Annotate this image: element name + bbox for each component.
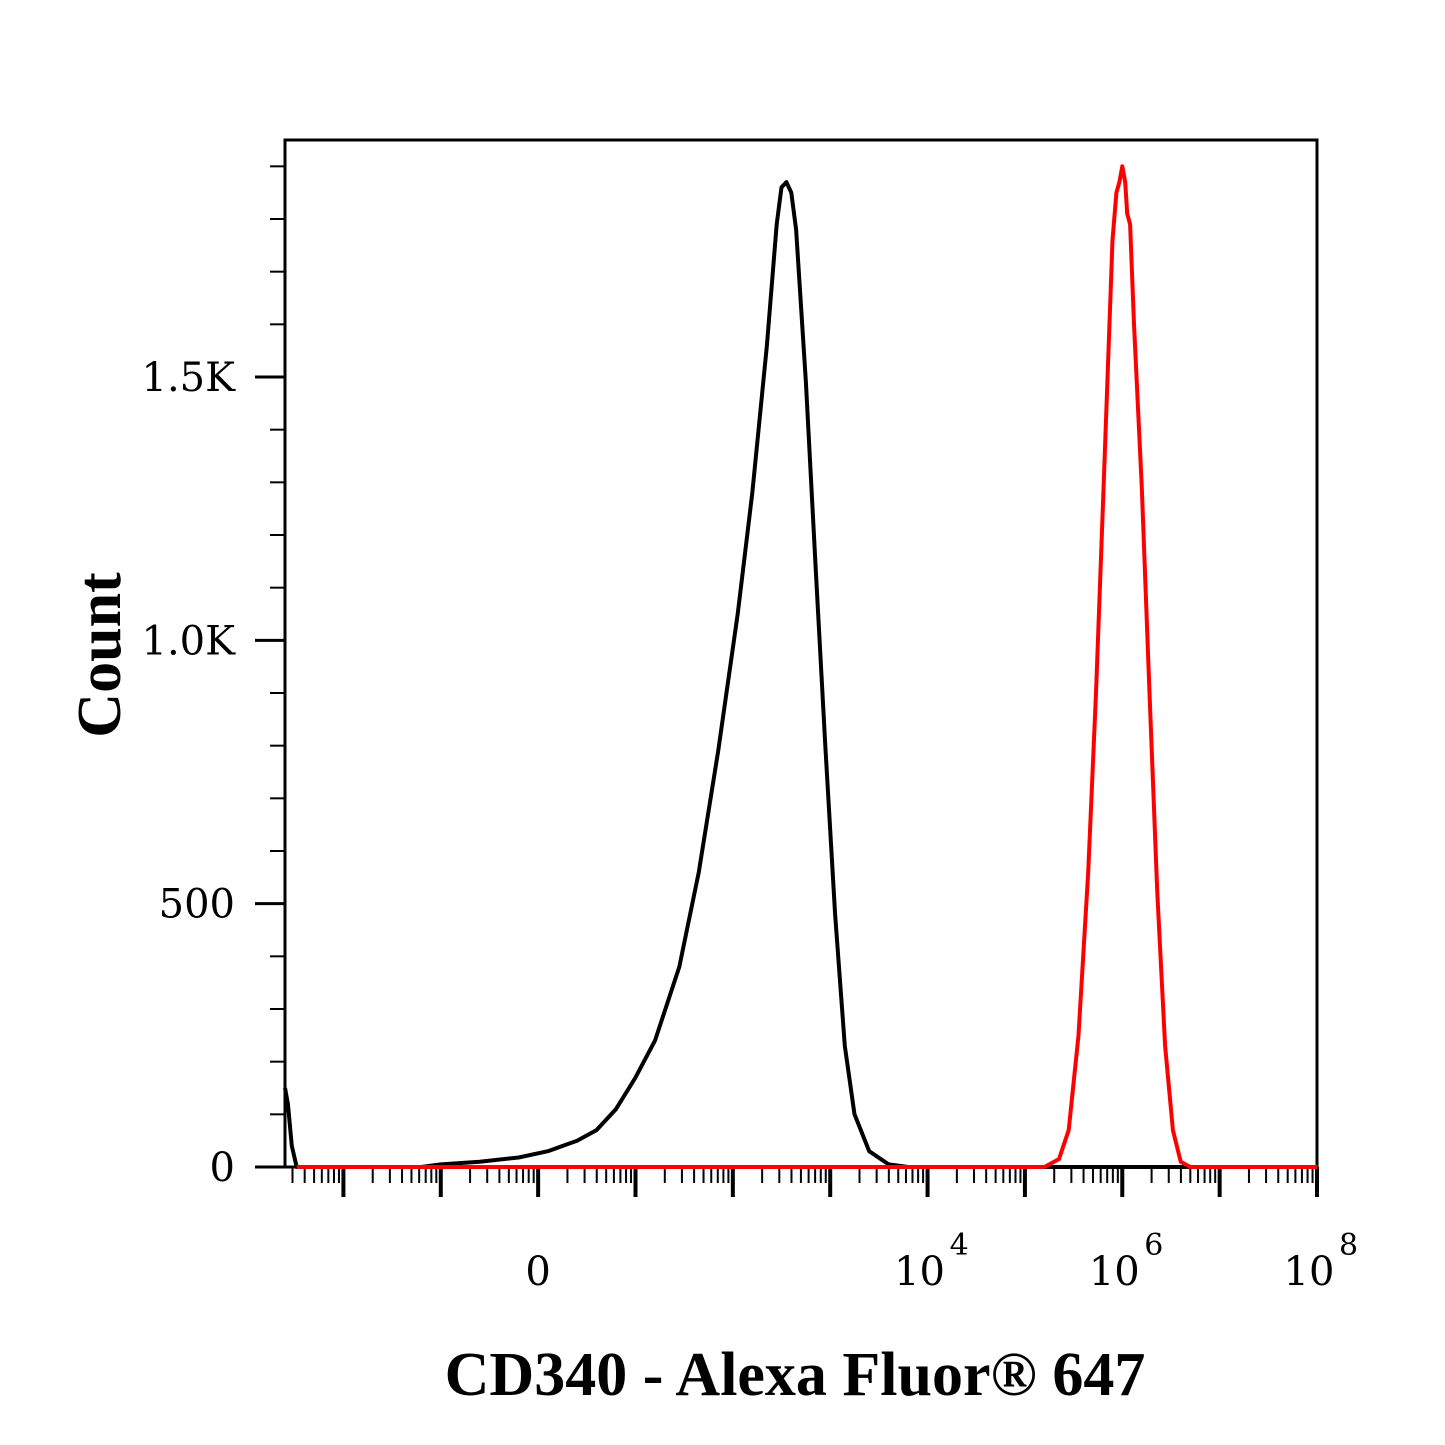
y-axis-title: Count: [66, 572, 134, 738]
y-tick-label: 500: [159, 882, 235, 928]
x-tick-label: 10: [894, 1249, 945, 1295]
y-tick-label: 1.5K: [142, 355, 237, 401]
y-tick-label: 1.0K: [142, 618, 237, 664]
x-tick-exponent: 6: [1144, 1228, 1163, 1263]
series-line-1: [283, 180, 1317, 1169]
x-axis-title: CD340 - Alexa Fluor® 647: [445, 1341, 1146, 1409]
x-tick-label: 0: [525, 1249, 550, 1295]
series-layer: [283, 164, 1317, 1169]
x-tick-exponent: 8: [1339, 1228, 1358, 1263]
x-tick-label: 10: [1089, 1249, 1140, 1295]
y-tick-label: 0: [210, 1145, 235, 1191]
series-line-2: [296, 164, 1317, 1169]
x-tick-label: 10: [1284, 1249, 1335, 1295]
y-axis-ticks: 0 500 1.0K 1.5K: [142, 165, 285, 1191]
x-tick-exponent: 4: [950, 1228, 969, 1263]
